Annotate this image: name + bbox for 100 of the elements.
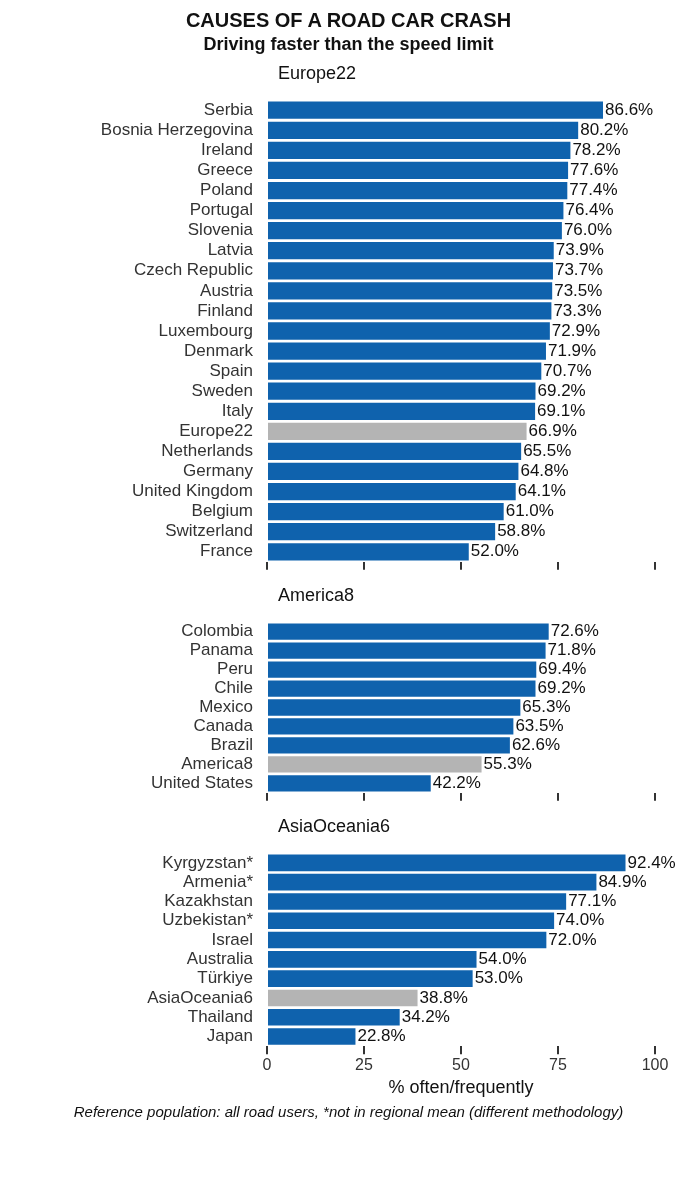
data-label: 54.0% (478, 949, 527, 969)
data-label: 72.6% (550, 621, 599, 641)
y-tick-label: Armenia* (183, 871, 254, 891)
bar (268, 756, 482, 773)
data-label: 65.5% (523, 441, 572, 461)
bar (268, 854, 626, 872)
data-label: 74.0% (556, 910, 605, 930)
y-tick-label: Kyrgyzstan* (162, 852, 254, 872)
data-label: 80.2% (580, 119, 629, 139)
bar (268, 282, 553, 300)
y-tick-label: United States (150, 773, 253, 793)
y-tick-label: Austria (200, 280, 254, 300)
y-tick-label: Portugal (189, 200, 253, 220)
bar (268, 718, 514, 735)
data-label: 53.0% (474, 968, 523, 988)
y-tick-label: America8 (181, 754, 253, 774)
y-tick-label: Kazakhstan (164, 891, 253, 911)
y-tick-label: AsiaOceania6 (147, 987, 253, 1007)
y-tick-label: Japan (206, 1026, 253, 1046)
data-label: 34.2% (401, 1006, 450, 1026)
bar (268, 1028, 356, 1045)
bar (268, 893, 567, 910)
text: Driving faster than the speed limit (202, 33, 495, 56)
bar (268, 1008, 400, 1026)
y-tick-label: Czech Republic (133, 260, 254, 280)
bar (268, 181, 568, 200)
bar (268, 342, 546, 360)
x-axis-title: % often/frequently (388, 1077, 534, 1098)
data-label: 76.4% (565, 200, 614, 220)
data-label: 55.3% (483, 754, 532, 774)
data-label: 92.4% (627, 852, 676, 872)
data-label: 77.1% (568, 891, 617, 911)
bar (268, 362, 542, 380)
data-label: 72.0% (548, 929, 597, 949)
y-tick-label: Germany (183, 461, 254, 481)
bar (268, 970, 473, 987)
data-label: 76.0% (563, 220, 613, 240)
bar (268, 262, 553, 280)
data-label: 77.6% (570, 160, 619, 180)
y-tick-label: Colombia (181, 621, 254, 641)
y-tick-label: Europe22 (179, 421, 253, 441)
bar (268, 912, 555, 930)
y-tick-label: Greece (197, 160, 253, 180)
data-label: 58.8% (497, 521, 546, 541)
y-tick-label: Peru (217, 659, 253, 679)
bar (268, 141, 571, 159)
bar (268, 661, 537, 678)
y-tick-label: Spain (209, 360, 253, 380)
y-tick-label: Luxembourg (158, 320, 253, 340)
data-label: 69.4% (538, 659, 587, 679)
text: Reference population: all road users, *not in regional mean (different methodology) (72, 1103, 625, 1120)
y-tick-label: Canada (193, 716, 254, 736)
data-label: 86.6% (605, 99, 654, 119)
data-label: 42.2% (432, 773, 481, 793)
bar (268, 422, 527, 440)
bar (268, 322, 550, 340)
data-label: 69.2% (537, 678, 586, 698)
y-tick-label: Netherlands (161, 441, 253, 461)
y-tick-label: Israel (211, 929, 253, 949)
bar (268, 737, 510, 754)
bar (268, 623, 549, 640)
data-label: 69.2% (537, 380, 586, 400)
data-label: 65.3% (522, 697, 571, 717)
data-label: 69.1% (537, 400, 586, 420)
data-label: 63.5% (515, 716, 564, 736)
y-tick-label: United Kingdom (132, 481, 253, 501)
bar (268, 402, 536, 420)
y-tick-label: Panama (189, 640, 254, 660)
x-tick-label: 0 (262, 1056, 272, 1074)
bar (268, 462, 519, 481)
x-tick-label: 50 (452, 1056, 470, 1074)
bar (268, 222, 562, 240)
data-label: 70.7% (543, 360, 592, 380)
data-label: 73.5% (554, 280, 603, 300)
y-tick-label: Switzerland (165, 521, 253, 541)
y-tick-label: Serbia (203, 99, 254, 119)
bar (268, 382, 536, 400)
y-tick-label: Mexico (199, 697, 253, 717)
y-tick-label: Latvia (207, 240, 254, 260)
y-tick-label: Ireland (201, 140, 253, 160)
bar (268, 543, 469, 561)
y-tick-label: Belgium (191, 501, 253, 521)
y-tick-label: Slovenia (187, 220, 254, 240)
bar (268, 161, 569, 180)
data-label: 77.4% (569, 180, 618, 200)
bar (268, 201, 564, 220)
y-tick-label: Türkiye (197, 968, 253, 988)
data-label: 61.0% (505, 501, 554, 521)
data-label: 38.8% (419, 987, 468, 1007)
bar (268, 699, 521, 716)
bar (268, 680, 536, 697)
y-tick-label: Finland (197, 300, 253, 320)
bar (268, 121, 579, 139)
data-label: 72.9% (551, 320, 601, 340)
data-label: 62.6% (511, 735, 561, 755)
bar (268, 775, 431, 792)
x-tick-label: 100 (641, 1056, 669, 1074)
bar (268, 523, 496, 541)
data-label: 66.9% (528, 421, 577, 441)
data-label: 64.1% (517, 481, 566, 501)
